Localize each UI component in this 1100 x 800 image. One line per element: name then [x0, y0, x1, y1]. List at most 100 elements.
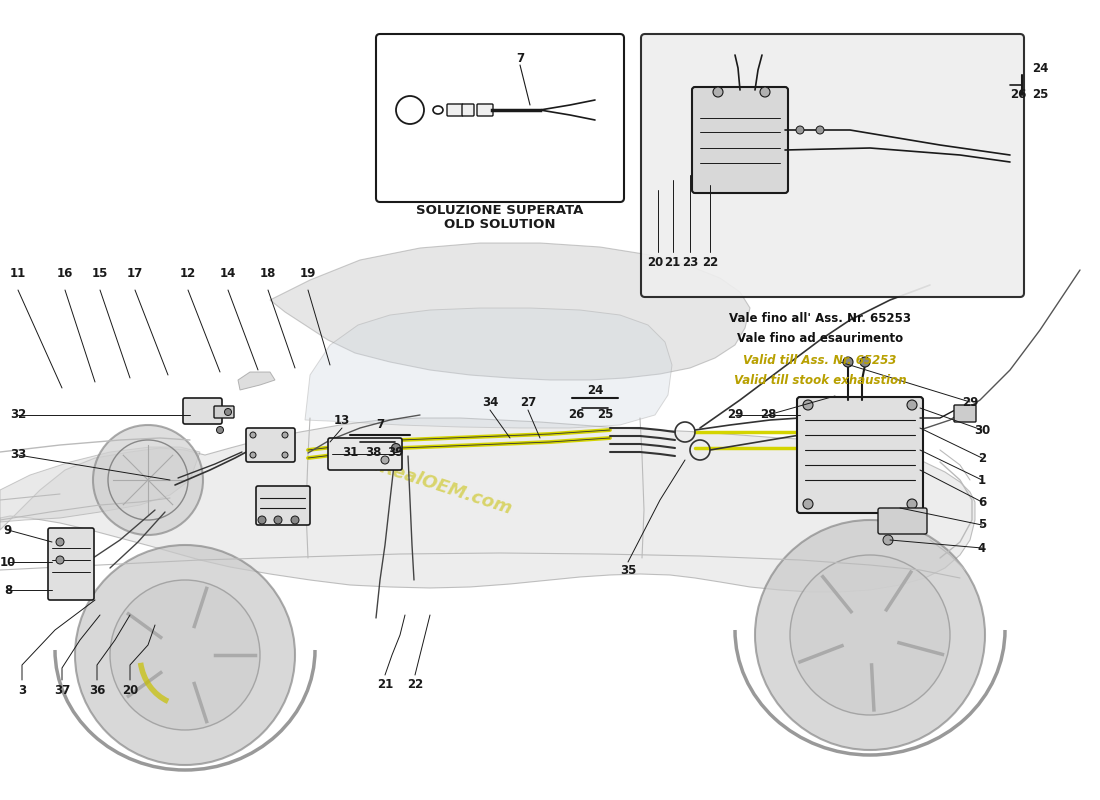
Circle shape [755, 520, 984, 750]
FancyBboxPatch shape [376, 34, 624, 202]
Circle shape [908, 400, 917, 410]
Text: 36: 36 [89, 683, 106, 697]
Circle shape [250, 452, 256, 458]
Text: Vale fino all' Ass. Nr. 65253: Vale fino all' Ass. Nr. 65253 [729, 311, 911, 325]
Circle shape [292, 516, 299, 524]
Text: SOLUZIONE SUPERATA: SOLUZIONE SUPERATA [416, 203, 584, 217]
Text: 30: 30 [974, 423, 990, 437]
Polygon shape [238, 372, 275, 390]
Text: 22: 22 [407, 678, 424, 691]
FancyBboxPatch shape [462, 104, 474, 116]
FancyBboxPatch shape [246, 428, 295, 462]
FancyBboxPatch shape [692, 87, 788, 193]
Text: 16: 16 [57, 267, 74, 280]
Text: 25: 25 [597, 409, 613, 422]
Circle shape [274, 516, 282, 524]
FancyBboxPatch shape [878, 508, 927, 534]
FancyBboxPatch shape [183, 398, 222, 424]
Text: 21: 21 [377, 678, 393, 691]
Polygon shape [270, 243, 750, 380]
Circle shape [883, 535, 893, 545]
Text: Valid till Ass. Nr. 65253: Valid till Ass. Nr. 65253 [744, 354, 896, 366]
Circle shape [796, 126, 804, 134]
FancyBboxPatch shape [48, 528, 94, 600]
Text: 29: 29 [961, 395, 978, 409]
Text: 14: 14 [220, 267, 236, 280]
Text: 11: 11 [10, 267, 26, 280]
Text: 26: 26 [568, 409, 584, 422]
Text: 8: 8 [4, 583, 12, 597]
Circle shape [217, 426, 223, 434]
Text: 19: 19 [300, 267, 316, 280]
FancyBboxPatch shape [798, 397, 923, 513]
Circle shape [713, 87, 723, 97]
Polygon shape [0, 418, 975, 592]
Text: 28: 28 [760, 409, 777, 422]
Text: 31: 31 [342, 446, 359, 458]
Circle shape [110, 580, 260, 730]
Circle shape [843, 357, 852, 367]
Text: 10: 10 [0, 555, 16, 569]
Polygon shape [305, 308, 672, 428]
Circle shape [392, 443, 400, 453]
Text: 39: 39 [387, 446, 404, 458]
Text: 5: 5 [978, 518, 986, 531]
Text: Valid till stook exhaustion: Valid till stook exhaustion [734, 374, 906, 386]
Circle shape [816, 126, 824, 134]
Circle shape [56, 538, 64, 546]
Text: 4: 4 [978, 542, 986, 554]
Text: OLD SOLUTION: OLD SOLUTION [444, 218, 556, 230]
Circle shape [908, 499, 917, 509]
Ellipse shape [433, 106, 443, 114]
Text: 38: 38 [365, 446, 382, 458]
Circle shape [75, 545, 295, 765]
Text: 7: 7 [516, 51, 524, 65]
Text: 24: 24 [586, 383, 603, 397]
Text: 9: 9 [4, 523, 12, 537]
Circle shape [803, 499, 813, 509]
Text: 7: 7 [376, 418, 384, 431]
Text: 22: 22 [702, 255, 718, 269]
Text: 17: 17 [126, 267, 143, 280]
Text: 24: 24 [1032, 62, 1048, 74]
FancyBboxPatch shape [641, 34, 1024, 297]
Text: 37: 37 [54, 683, 70, 697]
Circle shape [258, 516, 266, 524]
Text: Vale fino ad esaurimento: Vale fino ad esaurimento [737, 331, 903, 345]
Text: www.RealOEM.com: www.RealOEM.com [326, 442, 515, 518]
Circle shape [282, 432, 288, 438]
Polygon shape [0, 447, 200, 522]
FancyBboxPatch shape [256, 486, 310, 525]
Text: 13: 13 [334, 414, 350, 426]
Text: 20: 20 [647, 255, 663, 269]
Text: 27: 27 [520, 395, 536, 409]
Text: 1: 1 [978, 474, 986, 486]
Text: 25: 25 [1032, 89, 1048, 102]
FancyBboxPatch shape [954, 405, 976, 422]
Text: 15: 15 [91, 267, 108, 280]
Text: 33: 33 [10, 449, 26, 462]
Text: 2: 2 [978, 451, 986, 465]
Text: 32: 32 [10, 409, 26, 422]
Circle shape [282, 452, 288, 458]
Circle shape [760, 87, 770, 97]
Text: 6: 6 [978, 495, 986, 509]
FancyBboxPatch shape [214, 406, 234, 418]
Circle shape [250, 432, 256, 438]
Text: 21: 21 [664, 255, 680, 269]
Circle shape [56, 556, 64, 564]
Circle shape [224, 409, 231, 415]
Text: 23: 23 [682, 255, 698, 269]
FancyBboxPatch shape [477, 104, 493, 116]
FancyBboxPatch shape [447, 104, 463, 116]
Circle shape [94, 425, 204, 535]
Circle shape [790, 555, 950, 715]
Text: 35: 35 [619, 563, 636, 577]
Text: 20: 20 [122, 683, 139, 697]
Circle shape [860, 357, 870, 367]
FancyBboxPatch shape [328, 438, 402, 470]
Text: 29: 29 [727, 409, 744, 422]
Circle shape [381, 456, 389, 464]
Text: 12: 12 [180, 267, 196, 280]
Text: 26: 26 [1010, 89, 1026, 102]
